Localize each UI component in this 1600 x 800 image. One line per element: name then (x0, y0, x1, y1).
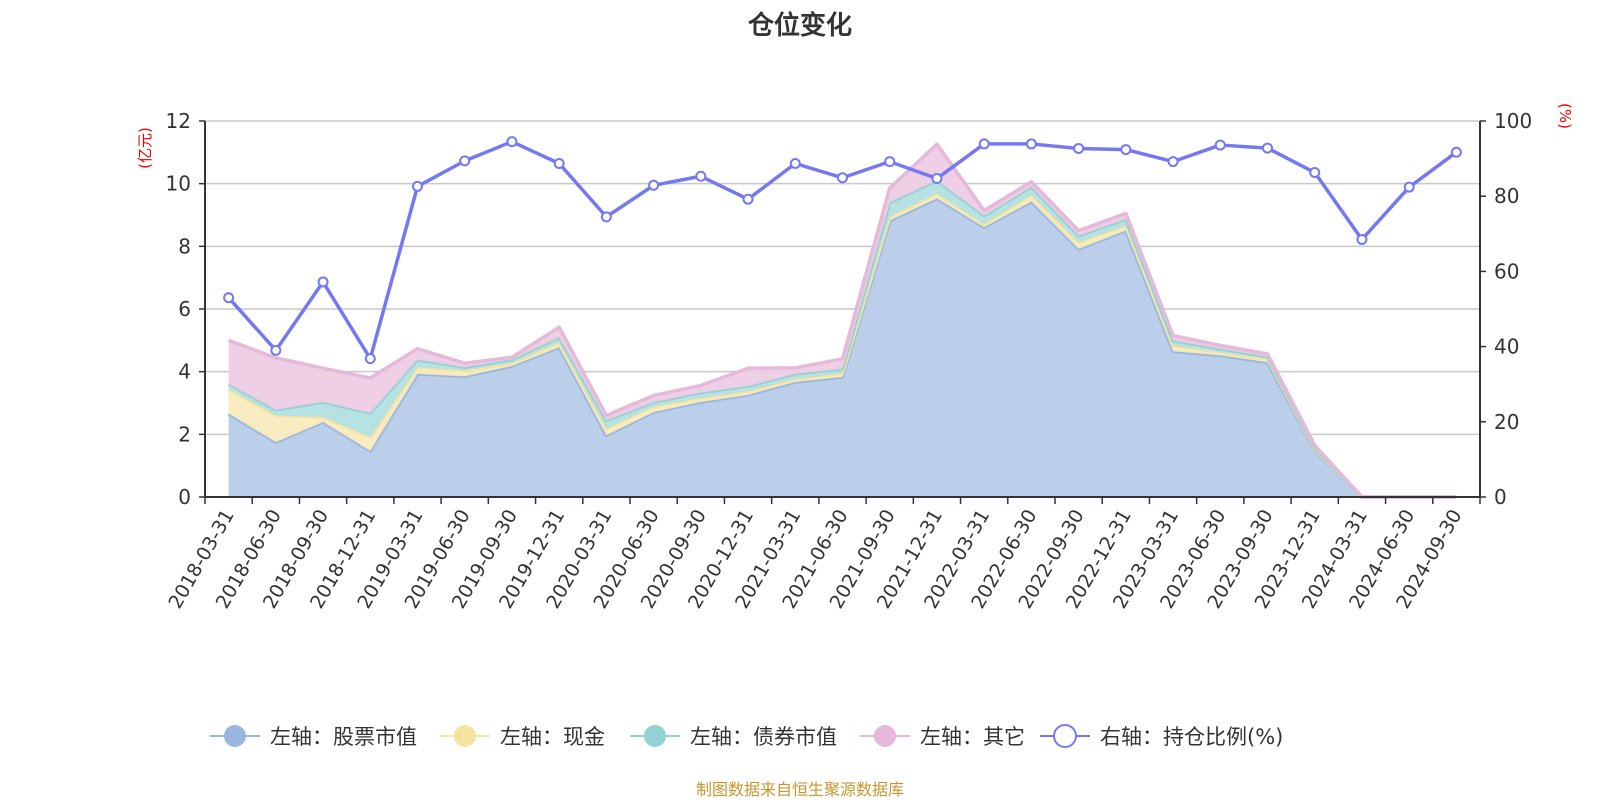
ratio-point (1356, 233, 1368, 245)
legend-label: 左轴：其它 (920, 725, 1025, 749)
legend-label: 左轴：债券市值 (690, 725, 837, 749)
left-tick-label: 6 (178, 297, 191, 321)
ratio-point (742, 193, 754, 205)
ratio-point (1120, 144, 1132, 156)
source-footer: 制图数据来自恒生聚源数据库 (696, 780, 904, 799)
ratio-point (459, 155, 471, 167)
legend-item[interactable]: 右轴：持仓比例(%) (1040, 724, 1283, 749)
legend-marker-icon (874, 725, 896, 747)
right-axis-unit: (%) (1556, 103, 1574, 129)
legend-marker-icon (224, 725, 246, 747)
legend-label: 左轴：现金 (500, 725, 605, 749)
ratio-line (223, 136, 1462, 365)
left-axis-unit: (亿元) (136, 127, 154, 169)
legend-item[interactable]: 左轴：债券市值 (630, 725, 837, 749)
ratio-point (364, 353, 376, 365)
ratio-point (506, 136, 518, 148)
area-edge-左轴：其它 (228, 142, 1457, 499)
ratio-point (789, 157, 801, 169)
ratio-point (1025, 138, 1037, 150)
legend-marker-icon (1053, 724, 1077, 748)
ratio-point (600, 211, 612, 223)
ratio-point (1214, 139, 1226, 151)
chart-title: 仓位变化 (747, 10, 852, 41)
ratio-point (1403, 181, 1415, 193)
legend: 左轴：股票市值 左轴：现金 左轴：债券市值 左轴：其它 右轴：持仓比例(%) (210, 724, 1283, 749)
ratio-point (1167, 156, 1179, 168)
left-tick-label: 0 (178, 485, 191, 509)
stacked-areas (227, 142, 1457, 499)
ratio-point (648, 179, 660, 191)
right-tick-label: 20 (1494, 410, 1519, 434)
left-tick-label: 8 (178, 234, 191, 258)
ratio-point (1309, 167, 1321, 179)
ratio-point (317, 276, 329, 288)
area-左轴：股票市值 (228, 198, 1457, 498)
right-tick-label: 80 (1494, 184, 1519, 208)
left-tick-label: 4 (178, 360, 191, 384)
legend-item[interactable]: 左轴：其它 (860, 725, 1025, 749)
ratio-point (1450, 146, 1462, 158)
legend-item[interactable]: 左轴：现金 (440, 725, 605, 749)
ratio-point (695, 170, 707, 182)
ratio-point (978, 138, 990, 150)
legend-label: 左轴：股票市值 (270, 725, 417, 749)
left-tick-label: 10 (166, 172, 191, 196)
ratio-point (270, 344, 282, 356)
legend-marker-icon (454, 725, 476, 747)
ratio-point (884, 156, 896, 168)
left-tick-label: 12 (166, 109, 191, 133)
right-tick-label: 0 (1494, 485, 1507, 509)
legend-label: 右轴：持仓比例(%) (1100, 725, 1283, 749)
right-tick-label: 60 (1494, 259, 1519, 283)
ratio-point (223, 292, 235, 304)
right-tick-label: 100 (1494, 109, 1532, 133)
legend-marker-icon (644, 725, 666, 747)
ratio-point (931, 173, 943, 185)
ratio-point (1073, 142, 1085, 154)
ratio-point (553, 157, 565, 169)
ratio-point (837, 172, 848, 184)
right-tick-label: 40 (1494, 335, 1519, 359)
ratio-point (412, 180, 423, 192)
ratio-point (1262, 142, 1273, 154)
left-tick-label: 2 (178, 422, 191, 446)
legend-item[interactable]: 左轴：股票市值 (210, 725, 417, 749)
